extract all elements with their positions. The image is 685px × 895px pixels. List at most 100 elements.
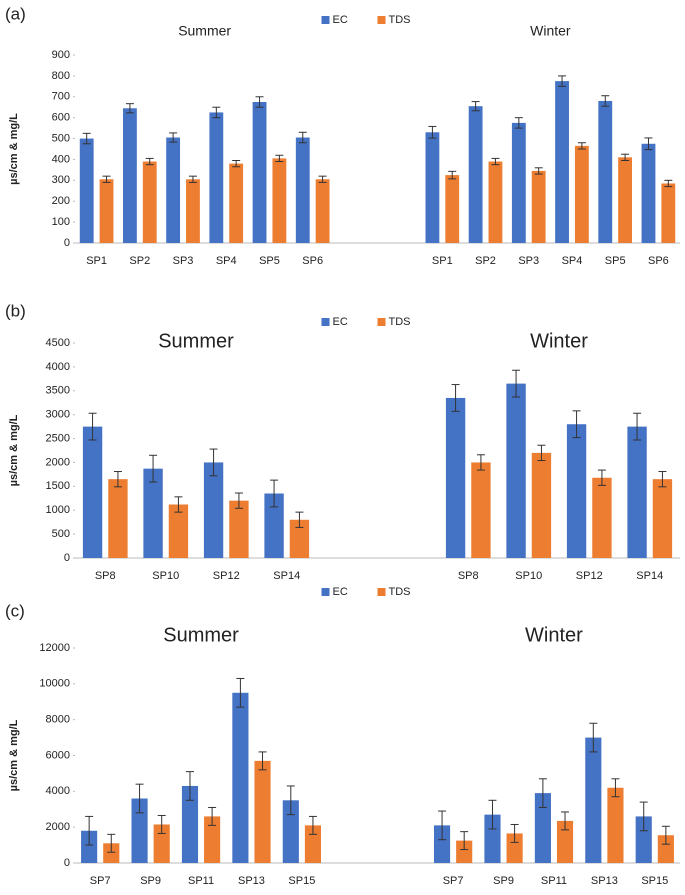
bar bbox=[592, 477, 612, 558]
bar bbox=[635, 816, 652, 863]
y-tick-label: 2000 bbox=[46, 821, 70, 833]
x-tick-label: SP9 bbox=[493, 875, 514, 887]
bar bbox=[531, 452, 552, 558]
bar bbox=[82, 426, 103, 558]
bar bbox=[618, 157, 633, 243]
x-tick-label: SP5 bbox=[259, 255, 280, 267]
bar bbox=[204, 816, 221, 863]
bar bbox=[99, 179, 114, 243]
y-tick-label: 4000 bbox=[46, 785, 70, 797]
y-tick-label: 800 bbox=[52, 70, 70, 82]
bar bbox=[574, 145, 589, 243]
bar bbox=[456, 840, 473, 863]
x-tick-label: SP2 bbox=[129, 255, 150, 267]
x-tick-label: SP15 bbox=[641, 875, 668, 887]
y-tick-label: 600 bbox=[52, 112, 70, 124]
bar bbox=[468, 106, 483, 243]
panel-label: (c) bbox=[5, 601, 25, 620]
bar bbox=[641, 143, 656, 243]
y-tick-label: 500 bbox=[52, 132, 70, 144]
y-tick-label: 3000 bbox=[46, 409, 70, 421]
bar bbox=[229, 500, 249, 558]
y-tick-label: 10000 bbox=[39, 678, 70, 690]
x-tick-label: SP1 bbox=[86, 255, 107, 267]
bar bbox=[282, 800, 299, 863]
x-tick-label: SP7 bbox=[90, 875, 111, 887]
season-label: Winter bbox=[530, 330, 588, 352]
bar bbox=[445, 397, 466, 558]
x-tick-label: SP12 bbox=[576, 570, 603, 582]
bar bbox=[484, 814, 501, 863]
bar bbox=[488, 161, 503, 243]
y-tick-label: 2000 bbox=[46, 456, 70, 468]
bar bbox=[203, 462, 224, 558]
x-tick-label: SP3 bbox=[518, 255, 539, 267]
bar bbox=[103, 843, 120, 863]
y-tick-label: 3500 bbox=[46, 385, 70, 397]
y-tick-label: 1000 bbox=[46, 504, 70, 516]
bar bbox=[511, 122, 526, 243]
bar bbox=[122, 108, 137, 244]
x-tick-label: SP8 bbox=[95, 570, 116, 582]
legend-label: TDS bbox=[389, 14, 411, 26]
x-tick-label: SP6 bbox=[648, 255, 669, 267]
legend-swatch bbox=[321, 318, 330, 326]
x-tick-label: SP15 bbox=[288, 875, 315, 887]
x-tick-label: SP1 bbox=[432, 255, 453, 267]
bar bbox=[79, 138, 94, 243]
x-tick-label: SP12 bbox=[213, 570, 240, 582]
y-tick-label: 1500 bbox=[46, 480, 70, 492]
y-tick-label: 500 bbox=[52, 528, 70, 540]
bar bbox=[555, 81, 569, 243]
bar bbox=[264, 493, 284, 558]
y-tick-label: 900 bbox=[52, 49, 70, 61]
bar bbox=[598, 100, 613, 243]
bar bbox=[229, 163, 244, 243]
season-label: Winter bbox=[525, 624, 583, 646]
season-label: Summer bbox=[163, 624, 239, 646]
bar bbox=[142, 161, 157, 243]
x-tick-label: SP6 bbox=[302, 255, 323, 267]
y-tick-label: 0 bbox=[64, 552, 70, 564]
y-tick-label: 8000 bbox=[46, 714, 70, 726]
bar bbox=[471, 462, 491, 558]
x-tick-label: SP8 bbox=[458, 570, 479, 582]
bar bbox=[81, 830, 98, 863]
bar bbox=[252, 102, 267, 243]
bar bbox=[143, 468, 163, 558]
y-tick-label: 6000 bbox=[46, 749, 70, 761]
y-tick-label: 400 bbox=[52, 153, 70, 165]
bar bbox=[168, 504, 189, 558]
y-tick-label: 100 bbox=[52, 216, 70, 228]
bar bbox=[445, 175, 460, 243]
season-label: Winter bbox=[530, 23, 571, 39]
bar bbox=[657, 835, 674, 863]
x-tick-label: SP5 bbox=[605, 255, 626, 267]
y-tick-label: 0 bbox=[64, 237, 70, 249]
bar bbox=[131, 798, 148, 863]
season-label: Summer bbox=[178, 23, 231, 39]
x-tick-label: SP13 bbox=[238, 875, 265, 887]
bar bbox=[295, 137, 310, 243]
bar bbox=[425, 132, 440, 243]
y-tick-label: 4500 bbox=[46, 337, 70, 349]
x-tick-label: SP3 bbox=[173, 255, 194, 267]
legend-label: EC bbox=[333, 316, 348, 328]
bar bbox=[181, 785, 199, 863]
y-axis-label: µs/cm & mg/L bbox=[8, 113, 20, 185]
y-tick-label: 4000 bbox=[46, 361, 70, 373]
bar bbox=[661, 183, 676, 243]
x-tick-label: SP7 bbox=[443, 875, 464, 887]
season-label: Summer bbox=[158, 330, 234, 352]
legend-swatch bbox=[321, 16, 330, 24]
bar bbox=[652, 479, 673, 558]
x-tick-label: SP2 bbox=[475, 255, 496, 267]
bar bbox=[433, 825, 451, 863]
bar bbox=[186, 179, 200, 243]
bar bbox=[315, 179, 330, 243]
bar bbox=[556, 820, 574, 863]
x-tick-label: SP14 bbox=[273, 570, 300, 582]
bar bbox=[627, 426, 647, 558]
legend-swatch bbox=[377, 318, 386, 326]
bar bbox=[304, 825, 322, 863]
